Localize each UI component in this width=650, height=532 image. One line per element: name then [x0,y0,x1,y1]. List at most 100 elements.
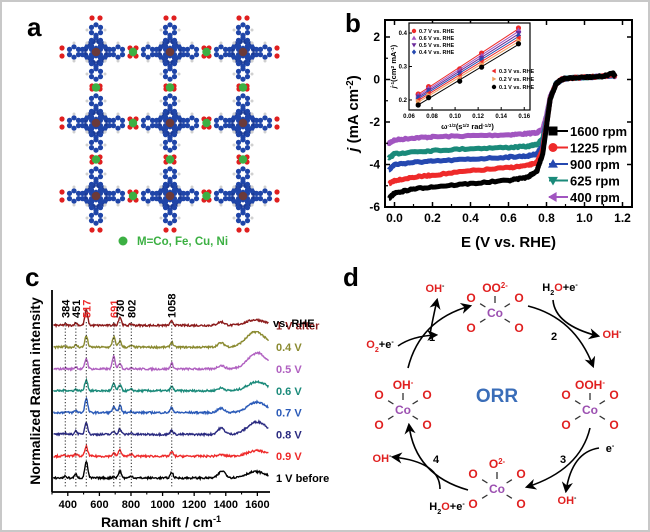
hydrogen-atom [177,203,181,207]
carbon-atom [218,188,224,194]
carbon-atom [180,46,187,53]
hydrogen-atom [159,185,163,189]
carbon-atom [75,196,82,202]
carbon-atom [162,168,169,174]
hydrogen-atom [85,28,89,32]
carbon-atom [119,46,126,53]
carbon-atom [158,44,164,50]
carbon-atom [171,139,178,145]
x-tick-label: 1.0 [576,211,593,225]
oxygen-ligand-label: O [516,497,525,511]
oxygen-atom [236,227,242,233]
carbon-atom [102,44,108,50]
cycle-arrow-step2 [527,305,596,369]
axial-ligand-label: OOH- [575,378,605,393]
hydrogen-atom [146,112,150,116]
carbon-atom [193,196,200,202]
linker-metal-atom [238,83,248,92]
carbon-atom [171,37,178,44]
carbon-atom [66,190,73,196]
peak-marker-label: 691 [109,300,121,318]
side-arrow-out-1 [429,297,441,335]
carbon-atom [171,68,178,74]
y-tick-label: -2 [369,115,380,129]
carbon-atom [79,196,86,202]
carbon-atom [88,95,95,101]
linker-metal-atom [165,155,175,164]
hydrogen-atom [263,203,267,207]
co-atom-label: Co [582,403,598,417]
oxygen-atom [274,45,280,51]
inset-data-point [479,64,485,70]
carbon-atom [93,93,99,99]
carbon-atom [97,55,104,62]
raman-series-0.7-V [52,396,269,416]
carbon-atom [153,196,160,202]
hydrogen-atom [103,99,107,103]
bond-dash [412,415,419,420]
carbon-atom [226,46,233,53]
carbon-atom [167,176,173,182]
carbon-atom [115,188,121,194]
peak-marker-label: 730 [115,300,127,318]
step3-reactant-label: e- [606,442,615,455]
series-label: 1 V before [276,473,329,485]
co-atom-label: Co [489,482,505,496]
hydrogen-atom [72,59,76,63]
carbon-atom [97,37,104,44]
oxygen-atom [97,227,103,233]
carbon-atom [244,145,251,151]
hydrogen-atom [159,203,163,207]
oxygen-atom [274,197,280,203]
carbon-atom [97,132,104,138]
carbon-atom [140,196,147,202]
co-complex-bottom: Co O O O O O2- [468,457,525,512]
carbon-atom [235,61,242,67]
hydrogen-atom [116,130,120,134]
carbon-atom [171,168,178,174]
series-label: 0.9 V [276,451,302,463]
carbon-atom [88,212,95,218]
carbon-atom [71,125,77,131]
oxygen-ligand-label: O [466,321,475,335]
carbon-atom [162,114,169,120]
carbon-atom [97,43,104,49]
carbon-atom [257,46,264,53]
carbon-atom [213,46,220,53]
bond-dash [387,400,394,405]
carbon-atom [79,52,86,58]
hydrogen-atom [263,185,267,189]
x-tick-label: 800 [122,499,140,511]
carbon-atom [253,117,260,123]
carbon-atom [244,205,251,211]
inset-x-tick-label: 0.16 [518,114,530,120]
inset-legend-label: 0.5 V vs. RHE [419,43,454,49]
carbon-atom [119,52,126,58]
step4-reactant-label: H2O+e- [429,500,465,516]
carbon-atom [66,46,73,53]
legend-title: vs. RHE [273,318,315,330]
carbon-atom [106,190,113,196]
hydrogen-atom [146,59,150,63]
bond-dash [481,494,488,499]
carbon-atom [218,115,224,121]
carbon-atom [140,190,147,196]
carbon-atom [180,117,187,123]
hydrogen-atom [116,112,120,116]
carbon-atom [88,114,95,120]
inset-data-point [415,102,421,108]
inset-x-tick-label: 0.06 [403,114,415,120]
oxygen-atom [163,227,169,233]
carbon-atom [93,76,99,82]
hydrogen-atom [250,203,254,207]
hydrogen-atom [177,216,181,220]
step-number-2: 2 [551,331,557,343]
hydrogen-atom [103,172,107,176]
carbon-atom [253,190,260,196]
carbon-atom [253,52,260,58]
bond-dash [574,415,581,420]
carbon-atom [75,190,82,196]
carbon-atom [235,126,242,132]
carbon-atom [249,125,255,131]
